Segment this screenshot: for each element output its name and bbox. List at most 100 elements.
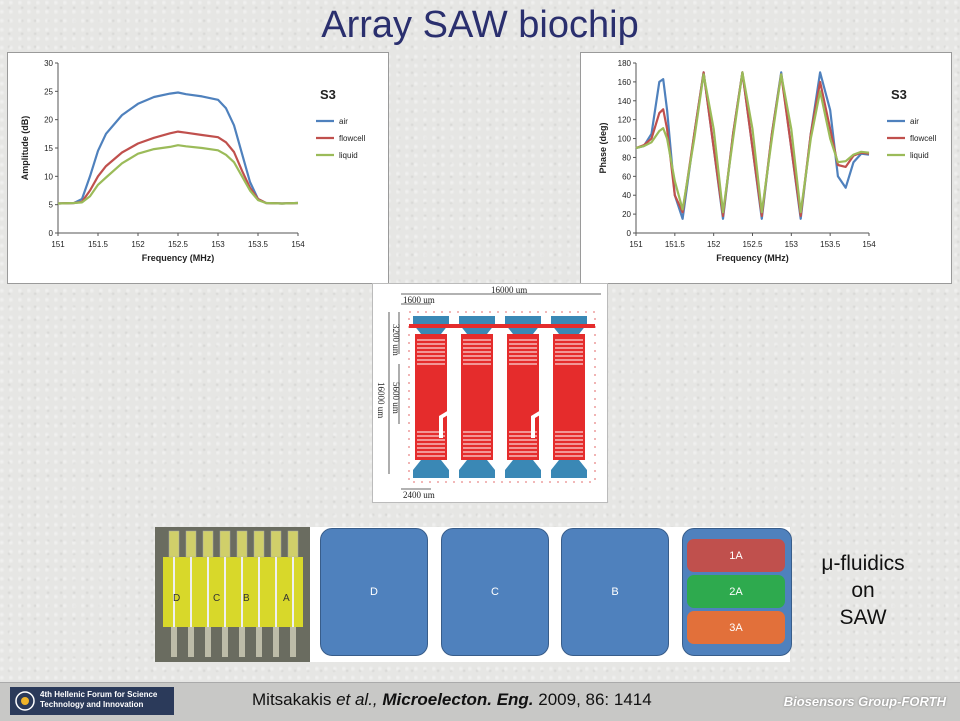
x-axis-label: Frequency (MHz)	[142, 253, 215, 263]
x-tick-label: 152.5	[742, 240, 763, 249]
y-tick-label: 80	[622, 153, 631, 162]
subzone-1a-label: 1A	[729, 549, 743, 562]
legend-label-flowcell: flowcell	[910, 134, 936, 143]
contact-pad-bottom	[505, 460, 541, 478]
subzone-2a-label: 2A	[729, 585, 743, 598]
x-tick-label: 153.5	[820, 240, 841, 249]
citation-authors: Mitsakakis	[252, 690, 337, 709]
subzone-3a: 3A	[687, 611, 785, 644]
photo-pad-bottom	[256, 627, 262, 657]
fluidic-zone-d: D	[320, 528, 428, 656]
x-tick-label: 152	[707, 240, 721, 249]
s-trace	[531, 374, 545, 438]
contact-pad-bottom	[459, 460, 495, 478]
y-axis-label: Amplitude (dB)	[20, 116, 30, 181]
x-tick-label: 152.5	[168, 240, 189, 249]
photo-pad-top	[287, 530, 299, 558]
x-tick-label: 153	[211, 240, 225, 249]
y-tick-label: 40	[622, 191, 631, 200]
citation-details: 2009, 86: 1414	[533, 690, 652, 709]
legend-label-liquid: liquid	[910, 151, 929, 160]
y-tick-label: 60	[622, 172, 631, 181]
y-tick-label: 100	[618, 135, 632, 144]
citation: Mitsakakis et al., Microelecton. Eng. 20…	[252, 690, 652, 710]
x-tick-label: 151.5	[88, 240, 109, 249]
photo-pad-bottom	[205, 627, 211, 657]
chip-photo: D C B A	[155, 527, 310, 662]
photo-pad-top	[270, 530, 282, 558]
series-line-air	[57, 91, 299, 205]
width-dimension-label: 16000 um	[491, 285, 527, 295]
chip-layout-drawing: 16000 um 1600 um 16000 um 3200 um 5600 u…	[372, 283, 608, 503]
phase-chart-panel: 0 20 40 60 80 100 120 140 160 180 151 151.5 152 152.5…	[580, 52, 952, 284]
series-line-liquid	[635, 71, 870, 214]
legend-label-liquid: liquid	[339, 151, 358, 160]
chart-title: S3	[891, 87, 907, 102]
logo-line2: Technology and Innovation	[40, 700, 144, 709]
x-tick-label: 154	[291, 240, 305, 249]
electrode-region	[553, 334, 585, 460]
zone-c-label: C	[491, 586, 499, 598]
citation-journal: Microelecton. Eng.	[377, 690, 534, 709]
zone-d-label: D	[370, 586, 378, 598]
fluidic-zone-c: C	[441, 528, 549, 656]
photo-pad-bottom	[222, 627, 228, 657]
photo-pad-top	[253, 530, 265, 558]
y-tick-label: 180	[618, 59, 632, 68]
chip-photo-svg: D C B A	[155, 527, 310, 662]
amplitude-chart-panel: 0 5 10 15 20 25 30 151 151.5 152 152.5 153 153.5 154 F…	[7, 52, 389, 284]
y-tick-label: 30	[44, 59, 53, 68]
photo-electrode-pads	[168, 530, 299, 657]
photo-pad-bottom	[290, 627, 296, 657]
s-trace	[439, 374, 453, 438]
amplitude-chart: 0 5 10 15 20 25 30 151 151.5 152 152.5 153 153.5 154 F…	[20, 59, 365, 263]
y-axis-label: Phase (deg)	[598, 122, 608, 173]
photo-pad-top	[236, 530, 248, 558]
segment2-dimension-label: 5600 um	[391, 382, 401, 414]
photo-label-c: C	[213, 593, 220, 604]
electrode-region	[415, 334, 447, 460]
offset-dimension-label: 1600 um	[403, 295, 435, 305]
series-line-flowcell	[57, 130, 299, 205]
chip-electrodes	[408, 311, 596, 483]
y-tick-label: 120	[618, 116, 632, 125]
photo-pad-top	[219, 530, 231, 558]
citation-etal: et al.,	[336, 690, 378, 709]
x-tick-label: 153.5	[248, 240, 269, 249]
contact-pad-bottom	[551, 460, 587, 478]
logo-line1: 4th Hellenic Forum for Science	[40, 690, 158, 699]
group-name: Biosensors Group-FORTH	[783, 694, 946, 709]
segment1-dimension-label: 3200 um	[391, 324, 401, 356]
fluidics-caption-line2: on	[851, 579, 875, 602]
chart-title: S3	[320, 87, 336, 102]
photo-pad-bottom	[188, 627, 194, 657]
photo-pad-top	[168, 530, 180, 558]
fluidics-caption: μ-fluidics on SAW	[798, 550, 928, 631]
x-axis-label: Frequency (MHz)	[716, 253, 789, 263]
phase-chart: 0 20 40 60 80 100 120 140 160 180 151 151.5 152 152.5…	[598, 59, 936, 263]
photo-pad-top	[202, 530, 214, 558]
subzone-2a: 2A	[687, 575, 785, 608]
y-tick-label: 15	[44, 144, 53, 153]
photo-pad-bottom	[273, 627, 279, 657]
y-tick-label: 0	[49, 229, 54, 238]
electrode-region	[507, 334, 539, 460]
photo-pad-bottom	[171, 627, 177, 657]
photo-label-a: A	[283, 593, 290, 604]
fluidic-zone-b: B	[561, 528, 669, 656]
forum-logo: 4th Hellenic Forum for Science Technolog…	[10, 687, 174, 715]
subzone-3a-label: 3A	[729, 621, 743, 634]
photo-label-b: B	[243, 593, 250, 604]
x-tick-label: 153	[785, 240, 799, 249]
photo-pad-bottom	[239, 627, 245, 657]
y-tick-label: 160	[618, 78, 632, 87]
x-tick-label: 151	[629, 240, 643, 249]
y-tick-label: 0	[627, 229, 632, 238]
y-tick-label: 20	[44, 116, 53, 125]
legend-label-air: air	[339, 117, 348, 126]
y-tick-label: 140	[618, 97, 632, 106]
logo-emblem-icon	[15, 691, 35, 711]
height-dimension-label: 16000 um	[376, 382, 386, 418]
zone-b-label: B	[611, 586, 619, 598]
slide-title: Array SAW biochip	[321, 4, 639, 46]
